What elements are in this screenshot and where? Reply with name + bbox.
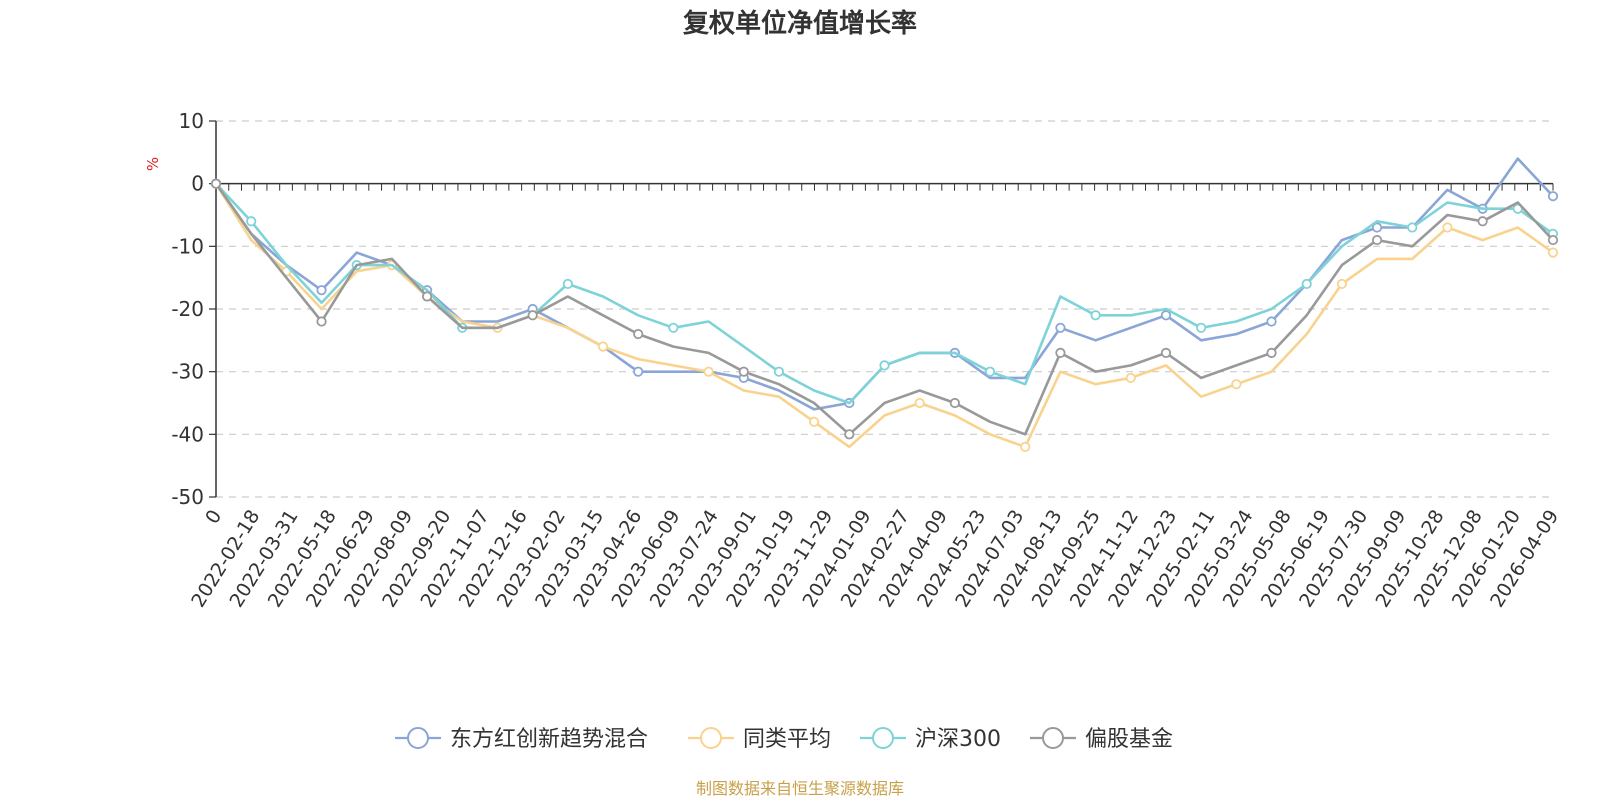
y-tick-label: 10 [179, 109, 204, 133]
series-line [214, 182, 1554, 436]
series-point [1196, 322, 1207, 333]
y-axis-unit: % [144, 157, 162, 171]
series-point [1371, 222, 1383, 233]
series-point [1407, 222, 1418, 233]
legend-marker [407, 727, 429, 749]
legend-marker [1042, 727, 1064, 749]
series-point [703, 366, 714, 377]
legend-label: 沪深300 [915, 727, 1001, 752]
series-point [1020, 441, 1031, 452]
series-point [1477, 216, 1488, 227]
series-point [562, 278, 573, 290]
series-point [1231, 379, 1242, 390]
series-point [527, 310, 538, 321]
series-point [633, 366, 644, 377]
source-note: 制图数据来自恒生聚源数据库 [696, 779, 904, 798]
legend-marker [700, 727, 722, 749]
axes: 100-10-20-30-40-5002022-02-182022-03-312… [171, 109, 1563, 611]
series-point [1160, 310, 1172, 321]
series-line [214, 183, 1554, 449]
series-point [1547, 191, 1559, 202]
chart-title: 复权单位净值增长率 [683, 8, 917, 39]
grid-lines [216, 120, 1553, 498]
y-tick-label: -30 [171, 360, 204, 384]
series-point [316, 316, 327, 327]
legend: 东方红创新趋势混合 同类平均 沪深300 偏股基金 [395, 727, 1173, 752]
series-lines [210, 157, 1559, 452]
series-point [633, 328, 644, 340]
series-point [1442, 222, 1453, 233]
y-tick-label: 0 [191, 172, 204, 196]
series-point [1055, 322, 1066, 333]
series-point [1301, 278, 1312, 290]
series-point [1336, 278, 1347, 290]
series-point [1090, 310, 1101, 321]
legend-label: 东方红创新趋势混合 [450, 727, 648, 752]
series-point [738, 366, 749, 377]
y-tick-label: -10 [171, 234, 204, 258]
series-point [1125, 372, 1136, 384]
series-point [1055, 347, 1066, 358]
y-tick-label: -50 [171, 485, 204, 509]
series-point [984, 366, 996, 377]
series-point [773, 366, 785, 377]
x-tick-label: 0 [201, 506, 226, 528]
y-tick-label: -40 [171, 422, 204, 446]
series-point [1371, 234, 1383, 246]
y-tick-label: -20 [171, 297, 204, 321]
series-point [949, 397, 960, 409]
series-point [1547, 234, 1559, 246]
series-point [316, 285, 327, 296]
series-point [1266, 316, 1277, 327]
series-point [844, 429, 855, 440]
series-point [597, 341, 609, 352]
legend-label: 同类平均 [743, 727, 831, 752]
series-point [1160, 347, 1172, 358]
legend-marker [872, 727, 894, 749]
series-point [879, 360, 890, 371]
series-point [809, 416, 820, 427]
series-point [1266, 347, 1277, 358]
legend-label: 偏股基金 [1085, 727, 1173, 752]
series-point [246, 216, 257, 227]
series-point [210, 178, 222, 189]
series-point [668, 322, 679, 333]
series-point [914, 397, 925, 409]
series-point [1547, 247, 1559, 258]
series-point [422, 291, 433, 302]
